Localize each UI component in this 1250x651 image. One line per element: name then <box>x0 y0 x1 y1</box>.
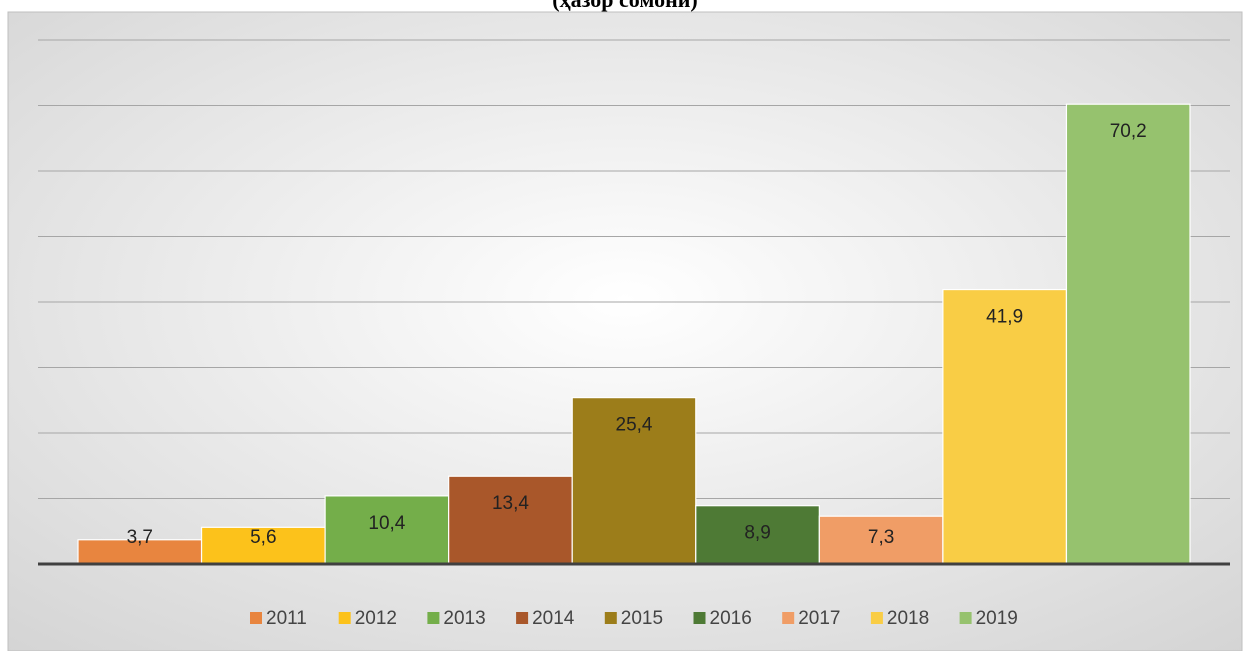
chart-title: (ҳазор сомонӣ) <box>552 0 698 12</box>
legend-swatch <box>427 612 440 624</box>
value-label: 13,4 <box>492 493 529 514</box>
value-label: 3,7 <box>127 527 153 548</box>
legend-swatch <box>250 612 262 624</box>
value-label: 7,3 <box>868 527 894 548</box>
value-label: 25,4 <box>616 415 653 436</box>
legend-label: 2012 <box>355 608 397 629</box>
bar <box>571 397 697 565</box>
legend-label: 2011 <box>266 608 307 629</box>
value-label: 5,6 <box>250 527 276 548</box>
bar <box>1065 103 1191 565</box>
value-label: 10,4 <box>368 513 405 534</box>
legend-label: 2017 <box>798 608 840 629</box>
value-label: 8,9 <box>744 523 770 544</box>
bar <box>77 539 203 565</box>
bar <box>200 526 326 565</box>
bar <box>942 288 1068 565</box>
legend-swatch <box>870 612 883 624</box>
legend-label: 2018 <box>887 608 929 629</box>
bar <box>324 495 450 565</box>
legend-label: 2016 <box>710 608 752 629</box>
legend-label: 2015 <box>621 608 663 629</box>
legend-label: 2019 <box>976 608 1018 629</box>
legend-swatch <box>693 612 706 624</box>
legend-label: 2013 <box>443 608 485 629</box>
bar <box>448 475 573 565</box>
legend-swatch <box>604 612 617 624</box>
value-label: 41,9 <box>986 307 1023 328</box>
legend-swatch <box>959 612 972 624</box>
legend-swatch <box>516 612 529 624</box>
legend-label: 2014 <box>532 608 575 629</box>
value-label: 70,2 <box>1110 121 1147 142</box>
legend-swatch <box>338 612 351 624</box>
legend-swatch <box>782 612 795 624</box>
